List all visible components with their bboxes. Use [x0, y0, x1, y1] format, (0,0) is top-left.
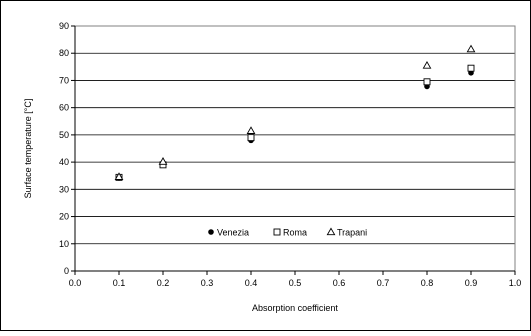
legend: Venezia Roma Trapani [208, 227, 367, 238]
axes [71, 25, 516, 275]
y-tick-label: 30 [59, 184, 69, 194]
y-tick-label: 40 [59, 157, 69, 167]
y-tick-label: 10 [59, 239, 69, 249]
data-point-trapani [422, 60, 432, 69]
x-tick-label: 0.4 [245, 278, 258, 288]
data-points [114, 44, 476, 181]
data-point-roma [467, 64, 475, 72]
data-point-trapani [246, 126, 256, 134]
data-point-trapani [158, 157, 168, 165]
x-tick-label: 0.8 [421, 278, 434, 288]
y-tick-label: 50 [59, 130, 69, 140]
legend-label-trapani: Trapani [337, 228, 367, 238]
x-tick-label: 1.0 [509, 278, 522, 288]
y-tick-label: 0 [64, 266, 69, 276]
data-point-trapani [466, 44, 476, 53]
legend-label-roma: Roma [283, 228, 307, 238]
series-trapani [114, 44, 476, 180]
y-tick-label: 60 [59, 103, 69, 113]
x-tick-label: 0.2 [157, 278, 170, 288]
legend-marker-trapani [326, 227, 336, 236]
y-axis-title: Surface temperature [°C] [23, 99, 33, 199]
x-tick-label: 0.6 [333, 278, 346, 288]
y-tick-label: 70 [59, 75, 69, 85]
x-tick-label: 0.9 [465, 278, 478, 288]
x-tick-label: 0.3 [201, 278, 214, 288]
data-point-roma [423, 78, 431, 86]
data-point-roma [247, 134, 255, 142]
legend-label-venezia: Venezia [217, 228, 249, 238]
x-tick-label: 0.1 [113, 278, 126, 288]
y-tick-label: 20 [59, 212, 69, 222]
x-tick-label: 0.0 [69, 278, 82, 288]
x-tick-label: 0.5 [289, 278, 302, 288]
legend-marker-venezia [208, 229, 214, 235]
y-tick-label: 80 [59, 48, 69, 58]
data-point-trapani [114, 172, 124, 180]
x-tick-label: 0.7 [377, 278, 390, 288]
legend-marker-roma [273, 228, 281, 236]
y-tick-label: 90 [59, 21, 69, 31]
tick-labels: 0 10 20 30 40 50 60 70 80 90 0.0 0.1 0.2 0.3 0.4 0.5 0.6… [59, 21, 521, 288]
x-axis-title: Absorption coefficient [252, 303, 338, 313]
